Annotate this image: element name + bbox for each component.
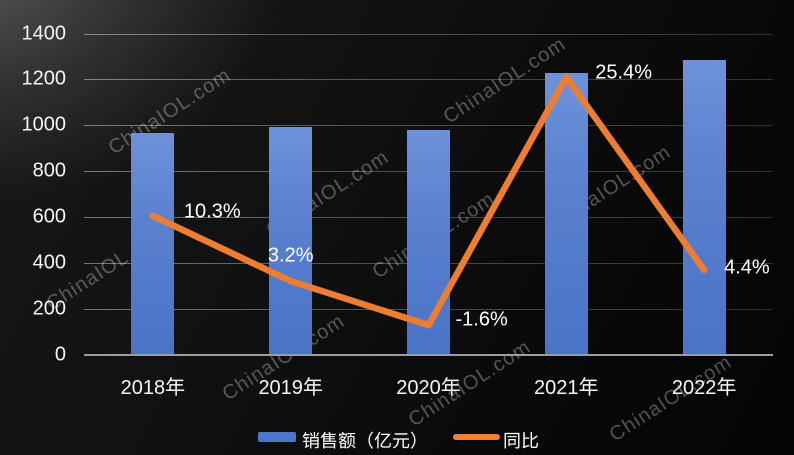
- gridline: [84, 79, 773, 81]
- bar-2022[interactable]: [682, 59, 726, 355]
- y-tick-label: 1200: [21, 67, 67, 90]
- bar-2018[interactable]: [131, 133, 175, 355]
- gridline: [84, 33, 773, 35]
- line-value-label: 10.3%: [183, 200, 241, 223]
- y-tick-label: 1400: [21, 22, 67, 44]
- y-tick-label: 200: [32, 297, 66, 320]
- legend-line-label[interactable]: 同比: [503, 431, 539, 451]
- x-tick-label: 2022年: [671, 377, 737, 399]
- trend-line: [149, 73, 708, 329]
- line-value-label: 3.2%: [267, 244, 314, 267]
- legend-bar-swatch[interactable]: [258, 431, 296, 442]
- x-tick-label: 2021年: [534, 377, 599, 399]
- x-axis-line: [84, 354, 773, 356]
- legend-bar-label[interactable]: 销售额（亿元）: [302, 431, 428, 451]
- x-tick-label: 2020年: [396, 377, 461, 399]
- gridline: [84, 125, 773, 127]
- bar-2019[interactable]: [269, 126, 313, 355]
- y-tick-label: 600: [32, 205, 66, 228]
- y-tick-label: 0: [54, 343, 66, 366]
- line-value-label: 4.4%: [724, 256, 770, 279]
- legend: 销售额（亿元） 同比: [0, 425, 794, 451]
- line-value-label: 25.4%: [595, 61, 653, 84]
- y-tick-label: 1000: [21, 113, 67, 136]
- line-value-label: -1.6%: [455, 308, 508, 331]
- y-tick-label: 800: [32, 159, 66, 182]
- x-tick-label: 2019年: [258, 377, 323, 399]
- x-tick-label: 2018年: [120, 377, 186, 399]
- legend-line-swatch[interactable]: [453, 433, 500, 440]
- y-tick-label: 400: [32, 251, 66, 274]
- bar-2021[interactable]: [544, 72, 588, 355]
